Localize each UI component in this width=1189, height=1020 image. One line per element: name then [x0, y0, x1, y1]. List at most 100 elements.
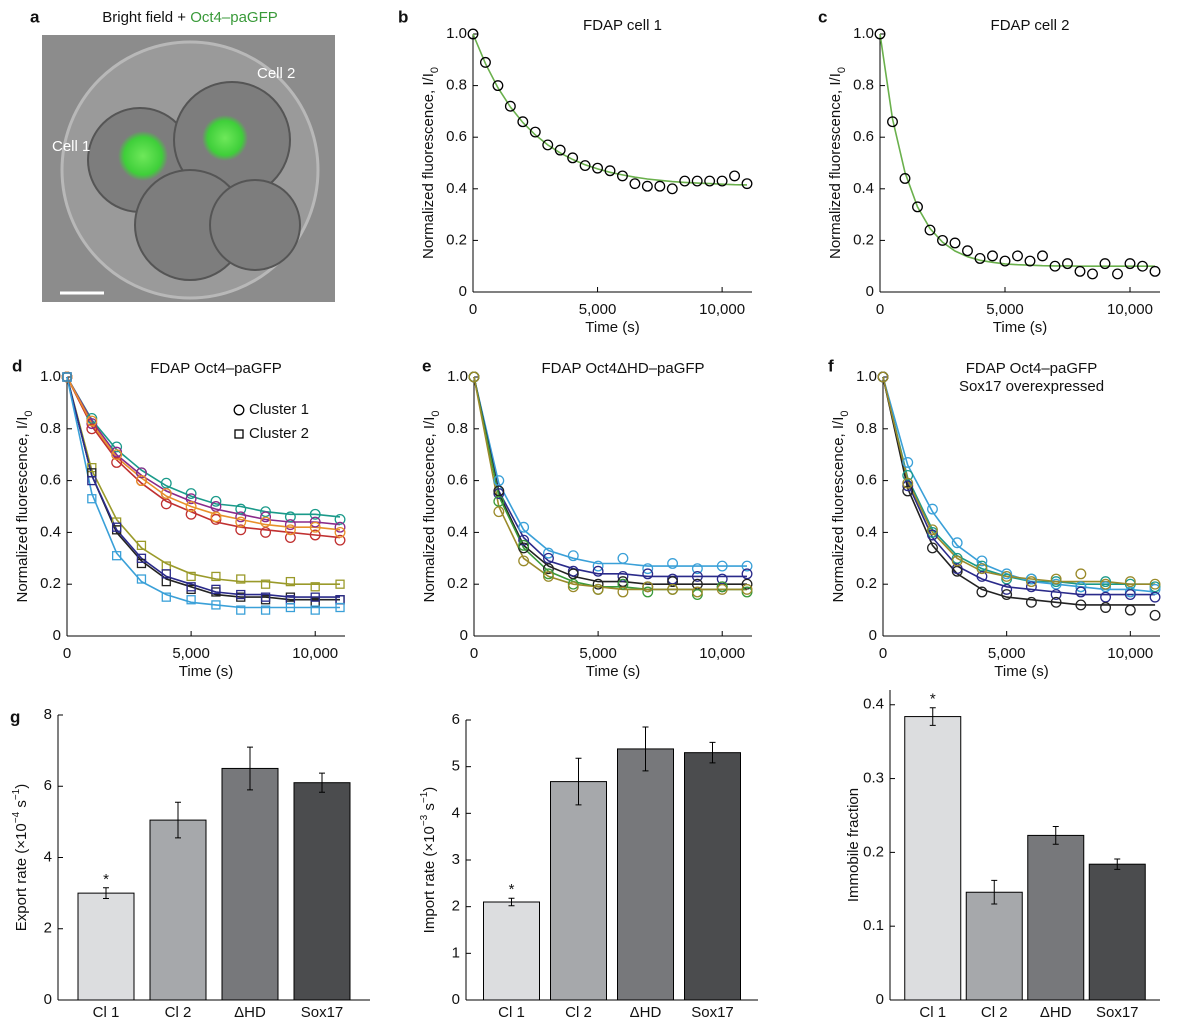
data-point	[1037, 250, 1048, 262]
significance-mark: *	[509, 881, 515, 898]
bar	[293, 782, 351, 1001]
y-tick-label: 0.6	[853, 128, 874, 145]
y-label-part: −1	[419, 791, 430, 803]
data-point	[1124, 604, 1136, 616]
y-tick-label: 0.6	[40, 472, 61, 489]
data-point	[1049, 260, 1061, 272]
data-point	[1124, 586, 1136, 598]
data-point	[741, 578, 753, 590]
fit-line	[66, 376, 341, 531]
data-point	[543, 568, 554, 580]
error-bar	[991, 879, 998, 905]
data-point	[310, 592, 320, 602]
data-point	[1050, 596, 1062, 608]
data-point	[136, 574, 147, 584]
data-point	[1075, 581, 1087, 593]
y-label-part: )	[421, 787, 438, 792]
data-point	[1124, 578, 1136, 590]
data-point	[518, 521, 530, 533]
y-tick-label: 4	[44, 848, 52, 865]
data-point	[1025, 596, 1037, 608]
panel-letter: e	[422, 356, 431, 375]
data-point	[86, 415, 98, 427]
title-highlight: Oct4–paGFP	[190, 9, 278, 26]
x-tick-label: Sox17	[1096, 1004, 1139, 1020]
data-point	[679, 175, 691, 187]
data-point	[518, 534, 530, 546]
panel-letter: d	[12, 356, 22, 375]
y-tick-label: 0.4	[447, 523, 468, 540]
data-point	[284, 532, 296, 544]
data-point	[1149, 581, 1161, 593]
data-point	[924, 224, 936, 236]
data-point	[111, 449, 123, 461]
y-tick-label: 5	[452, 758, 460, 775]
x-tick-label: Cl 2	[165, 1004, 192, 1020]
y-label-sub: 0	[23, 410, 35, 416]
y-label-sub: 0	[429, 67, 441, 73]
data-point	[976, 563, 988, 575]
data-point	[874, 28, 886, 40]
x-tick-label: 5,000	[172, 645, 210, 662]
data-point	[937, 234, 948, 246]
data-point	[136, 558, 147, 569]
data-point	[492, 80, 504, 92]
data-point	[976, 586, 988, 598]
chart-title: FDAP cell 1	[583, 17, 662, 34]
data-point	[504, 100, 516, 112]
data-point	[976, 570, 988, 582]
data-point	[987, 250, 998, 262]
data-point	[951, 555, 963, 567]
data-point	[1075, 586, 1087, 598]
data-point	[185, 488, 197, 500]
data-point	[260, 605, 271, 615]
y-tick-label: 0.8	[853, 77, 874, 94]
significance-mark: *	[930, 691, 936, 708]
data-point	[902, 469, 914, 481]
fit-line	[882, 376, 1156, 585]
y-label-part: Import rate (×10	[421, 826, 438, 933]
data-point	[567, 578, 579, 590]
data-point	[285, 602, 296, 613]
data-point	[741, 586, 753, 598]
y-axis-label: Normalized fluorescence, I/I0	[420, 67, 441, 259]
error-bar	[642, 726, 649, 772]
data-point	[902, 485, 914, 497]
y-tick-label: 0	[460, 627, 468, 644]
y-label-text: Normalized fluorescence, I/I	[827, 73, 844, 259]
data-point	[87, 462, 97, 473]
data-point	[543, 547, 554, 559]
data-point	[260, 516, 272, 528]
data-point	[62, 372, 72, 382]
data-point	[518, 539, 530, 551]
data-point	[1100, 578, 1112, 590]
y-tick-label: 0.2	[40, 575, 61, 592]
data-point	[1024, 255, 1036, 267]
data-point	[899, 173, 911, 184]
y-label-text: Normalized fluorescence, I/I	[830, 417, 847, 603]
error-bar	[575, 757, 582, 806]
x-tick-label: ΔHD	[630, 1004, 662, 1020]
panel-letter: c	[818, 7, 827, 26]
data-point	[927, 524, 938, 536]
bar	[550, 781, 607, 1001]
error-bar	[175, 801, 181, 839]
y-tick-label: 1.0	[447, 368, 468, 385]
y-tick-label: 0.4	[446, 180, 467, 197]
error-bar	[247, 746, 253, 791]
data-point	[691, 578, 703, 590]
data-point	[617, 578, 629, 590]
y-label-sub: 0	[839, 410, 851, 416]
data-point	[185, 501, 197, 512]
data-point	[617, 586, 629, 598]
x-axis-label: Time (s)	[586, 663, 640, 680]
data-point	[729, 170, 741, 182]
data-point	[1149, 591, 1161, 603]
data-point	[260, 579, 271, 589]
x-axis-label: Time (s)	[585, 319, 639, 336]
data-point	[691, 586, 703, 598]
data-point	[284, 519, 296, 531]
data-point	[518, 542, 530, 554]
data-point	[235, 516, 247, 528]
y-tick-label: 0.4	[853, 180, 874, 197]
